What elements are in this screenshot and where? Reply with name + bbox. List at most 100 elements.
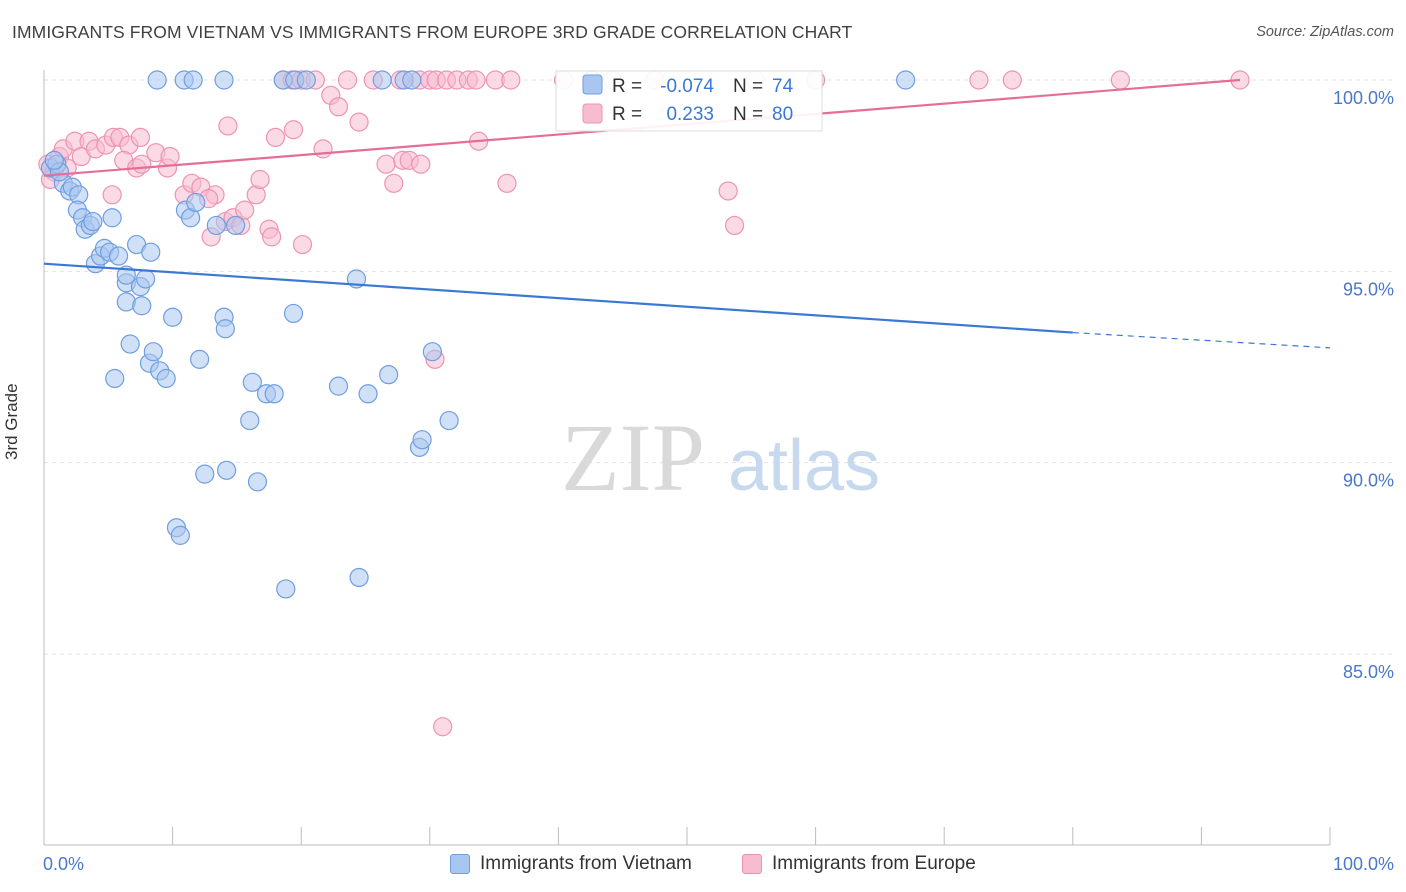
europe-point: [384, 173, 404, 193]
vietnam-point: [217, 460, 237, 480]
stats-n-value-2: 80: [772, 104, 793, 125]
europe-point: [283, 120, 304, 140]
vietnam-point: [102, 208, 122, 228]
source-label: Source: ZipAtlas.com: [1256, 24, 1394, 40]
stats-r-label-2: R =: [612, 104, 642, 125]
bottom-legend: Immigrants from Vietnam Immigrants from …: [0, 849, 1406, 879]
vietnam-point: [283, 303, 304, 324]
vietnam-point: [170, 525, 190, 545]
y-tick-label: 100.0%: [1333, 88, 1394, 108]
vietnam-point: [412, 430, 432, 450]
europe-point: [718, 181, 738, 201]
chart-title: IMMIGRANTS FROM VIETNAM VS IMMIGRANTS FR…: [12, 22, 853, 42]
vietnam-point: [108, 246, 129, 266]
x-tick-label-min: 0.0%: [43, 854, 85, 874]
vietnam-point: [328, 376, 349, 396]
vietnam-points: [40, 70, 916, 599]
legend-swatch-europe: [742, 854, 762, 874]
vietnam-point: [296, 70, 316, 90]
europe-point: [235, 200, 255, 220]
europe-point: [1002, 70, 1022, 90]
legend-item-vietnam[interactable]: Immigrants from Vietnam: [450, 853, 692, 875]
vietnam-point: [422, 342, 442, 362]
vietnam-point: [896, 70, 916, 90]
vietnam-point: [240, 410, 260, 431]
stats-r-label-1: R =: [612, 76, 642, 97]
europe-point: [349, 112, 369, 132]
legend-item-europe[interactable]: Immigrants from Europe: [742, 853, 976, 875]
vietnam-point: [156, 368, 176, 389]
europe-point: [328, 97, 349, 117]
europe-point: [411, 154, 431, 174]
vietnam-point: [349, 567, 369, 588]
watermark-zip: ZIP: [561, 404, 705, 511]
stats-legend-swatch-blue: [582, 74, 603, 95]
vietnam-point: [163, 307, 183, 327]
europe-point: [724, 215, 745, 236]
europe-point: [265, 127, 286, 147]
vietnam-point: [183, 70, 203, 90]
vietnam-point: [147, 70, 167, 90]
europe-point: [262, 227, 282, 247]
vietnam-point: [247, 472, 268, 492]
europe-point: [497, 173, 517, 193]
vietnam-point: [105, 368, 125, 389]
europe-point: [376, 154, 396, 174]
stats-r-value-2: 0.233: [666, 104, 714, 125]
vietnam-point: [242, 372, 262, 392]
stats-legend-box: R = -0.074 N = 74 R = 0.233 N = 80: [555, 70, 823, 132]
grid-lines: [44, 79, 1394, 655]
vietnam-point: [264, 384, 284, 404]
europe-point: [218, 116, 238, 136]
vietnam-point: [195, 464, 215, 484]
europe-point: [130, 127, 151, 147]
vietnam-point: [379, 365, 399, 385]
vietnam-point: [143, 342, 163, 362]
watermark-atlas: atlas: [728, 426, 880, 506]
vietnam-point: [214, 70, 234, 90]
stats-n-label-1: N =: [733, 76, 763, 97]
vietnam-point: [226, 215, 246, 236]
vietnam-point: [116, 265, 136, 285]
watermark: ZIP atlas: [561, 404, 880, 511]
vietnam-point: [358, 384, 378, 404]
vietnam-point: [83, 211, 103, 232]
vietnam-point: [135, 269, 156, 289]
europe-point: [501, 70, 521, 90]
europe-point: [969, 70, 989, 90]
vietnam-trend-line: [43, 262, 1073, 334]
y-tick-label: 95.0%: [1343, 279, 1394, 299]
stats-legend-swatch-pink: [582, 103, 603, 124]
vietnam-point: [439, 410, 459, 431]
europe-point: [433, 717, 453, 737]
legend-label-europe: Immigrants from Europe: [772, 853, 976, 874]
x-tick-label-max: 100.0%: [1332, 854, 1394, 874]
vietnam-point: [276, 579, 296, 599]
legend-swatch-vietnam: [450, 854, 470, 874]
stats-r-value-1: -0.074: [660, 76, 714, 97]
europe-point: [102, 185, 122, 205]
europe-point: [1110, 70, 1130, 90]
vietnam-point: [186, 192, 206, 213]
vietnam-point: [402, 70, 422, 90]
vietnam-point: [141, 242, 161, 262]
y-tick-label: 85.0%: [1343, 662, 1394, 682]
europe-point: [250, 169, 270, 190]
vietnam-point: [44, 150, 64, 170]
europe-point: [337, 70, 358, 90]
europe-point: [313, 139, 333, 159]
europe-point: [160, 146, 180, 167]
vietnam-point: [206, 215, 226, 236]
vietnam-point: [372, 70, 392, 90]
vietnam-point: [132, 296, 152, 316]
y-tick-label: 90.0%: [1343, 471, 1394, 491]
vietnam-trend-extension: [1072, 331, 1331, 349]
europe-point: [292, 234, 313, 255]
stats-n-value-1: 74: [772, 76, 794, 97]
vietnam-point: [190, 349, 210, 369]
y-tick-labels: 85.0% 90.0% 95.0% 100.0%: [1333, 88, 1394, 682]
europe-point: [466, 70, 486, 90]
axes: [43, 70, 1331, 846]
vietnam-point: [120, 334, 140, 354]
